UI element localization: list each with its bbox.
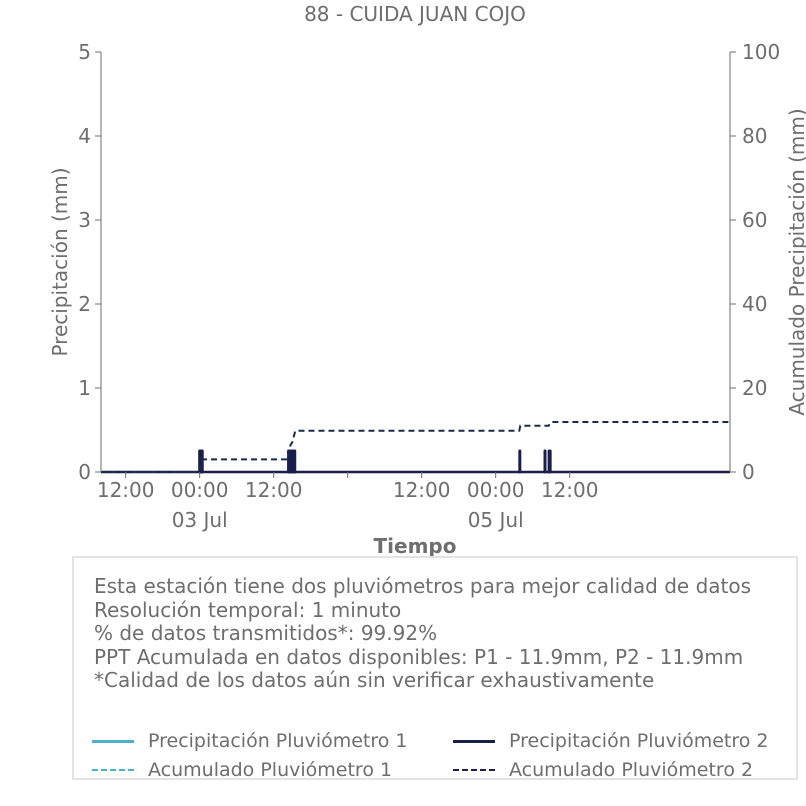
y-axis-right-label: Acumulado Precipitación (mm) xyxy=(785,108,806,415)
y-left-tick-label: 4 xyxy=(78,124,91,148)
y-left-tick-label: 2 xyxy=(78,292,91,316)
y-right-tick-label: 60 xyxy=(742,208,767,232)
legend-label-precip-p2: Precipitación Pluviómetro 2 xyxy=(509,730,769,752)
x-tick-label: 12:00 xyxy=(97,478,155,502)
y-left-tick-label: 3 xyxy=(78,208,91,232)
info-line-stations: Esta estación tiene dos pluviómetros par… xyxy=(94,574,752,598)
station-info-text: Esta estación tiene dos pluviómetros par… xyxy=(94,574,752,693)
rainfall-chart: 88 - CUIDA JUAN COJO 0 1 2 3 4 5 0 20 40 60 80 100 1… xyxy=(48,2,806,556)
y-right-tick-label: 80 xyxy=(742,124,767,148)
legend-item-accum-p2: Acumulado Pluviómetro 2 xyxy=(453,759,753,781)
y-axis-left-label: Precipitación (mm) xyxy=(48,167,72,356)
y-left-tick-label: 1 xyxy=(78,376,91,400)
legend-swatch-precip-p1 xyxy=(92,739,134,743)
x-tick-label: 12:00 xyxy=(245,478,303,502)
info-line-resolution: Resolución temporal: 1 minuto xyxy=(94,597,402,622)
chart-title: 88 - CUIDA JUAN COJO xyxy=(304,2,526,26)
accum-line-p2 xyxy=(101,421,730,473)
x-tick-label: 00:00 xyxy=(171,478,229,502)
x-tick-date-label: 03 Jul xyxy=(172,508,228,532)
legend-label-accum-p1: Acumulado Pluviómetro 1 xyxy=(148,759,393,781)
legend-label-precip-p1: Precipitación Pluviómetro 1 xyxy=(148,730,408,752)
info-line-accumulated: PPT Acumulada en datos disponibles: P1 -… xyxy=(94,644,744,669)
y-left-tick-label: 0 xyxy=(78,460,91,484)
y-left-tick-label: 5 xyxy=(78,40,91,64)
x-tick-date-label: 05 Jul xyxy=(468,508,524,532)
x-axis-label: Tiempo xyxy=(374,534,457,556)
legend-item-precip-p1: Precipitación Pluviómetro 1 xyxy=(92,730,408,752)
legend-label-accum-p2: Acumulado Pluviómetro 2 xyxy=(509,759,754,781)
legend-swatch-accum-p1 xyxy=(92,769,134,771)
info-line-transmitted: % de datos transmitidos*: 99.92% xyxy=(94,621,438,646)
x-tick-label: 12:00 xyxy=(541,478,599,502)
info-line-quality-note: *Calidad de los datos aún sin verificar … xyxy=(94,668,655,693)
y-right-tick-label: 40 xyxy=(742,292,767,316)
station-info-box: Esta estación tiene dos pluviómetros par… xyxy=(72,556,798,781)
y-right-tick-label: 0 xyxy=(742,460,755,484)
x-tick-label: 12:00 xyxy=(393,478,451,502)
legend-item-precip-p2: Precipitación Pluviómetro 2 xyxy=(453,730,769,752)
y-right-tick-label: 100 xyxy=(742,40,780,64)
legend-swatch-precip-p2 xyxy=(453,739,495,743)
legend-item-accum-p1: Acumulado Pluviómetro 1 xyxy=(92,759,392,781)
y-right-tick-label: 20 xyxy=(742,376,767,400)
x-tick-label: 00:00 xyxy=(467,478,525,502)
legend-swatch-accum-p2 xyxy=(453,769,495,771)
